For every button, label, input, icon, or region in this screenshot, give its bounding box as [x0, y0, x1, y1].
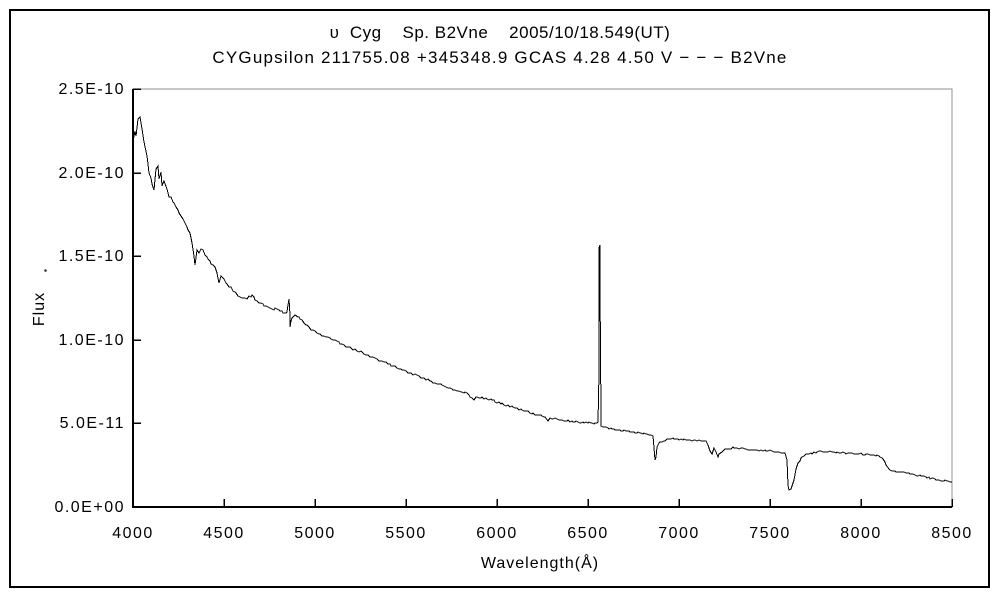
figure-border — [9, 9, 990, 588]
x-tick-label: 8500 — [931, 525, 973, 542]
y-tick-label: 2.5E-10 — [58, 81, 125, 98]
x-tick-label: 4000 — [112, 525, 154, 542]
y-axis-title: Flux — [31, 292, 48, 326]
x-tick-label: 5500 — [385, 525, 427, 542]
x-tick-label: 8000 — [840, 525, 882, 542]
x-tick-label: 7000 — [658, 525, 700, 542]
x-tick-label: 7500 — [749, 525, 791, 542]
x-axis-ticks: 4000 4500 5000 5500 6000 6500 7000 7500 8000 8500 — [112, 499, 973, 542]
y-tick-label: 1.5E-10 — [58, 248, 125, 265]
x-tick-label: 6000 — [476, 525, 518, 542]
y-tick-label: 0.0E+00 — [54, 499, 125, 516]
x-tick-label: 6500 — [567, 525, 609, 542]
y-tick-label: 5.0E-11 — [60, 415, 125, 432]
chart-title-line2: CYGupsilon 211755.08 +345348.9 GCAS 4.28… — [212, 48, 788, 67]
chart-title-line1: υ Cyg Sp. B2Vne 2005/10/18.549(UT) — [329, 23, 671, 42]
x-axis-title: Wavelength(Å) — [481, 553, 599, 572]
y-tick-label: 2.0E-10 — [58, 165, 125, 182]
stray-dot-mark — [44, 269, 47, 272]
y-axis-ticks: 0.0E+00 5.0E-11 1.0E-10 1.5E-10 2.0E-10 2.5E-… — [54, 81, 141, 516]
plot-area-border — [132, 88, 953, 508]
spectrum-line — [132, 115, 952, 491]
y-tick-label: 1.0E-10 — [58, 332, 125, 349]
x-tick-label: 4500 — [203, 525, 245, 542]
x-tick-label: 5000 — [294, 525, 336, 542]
